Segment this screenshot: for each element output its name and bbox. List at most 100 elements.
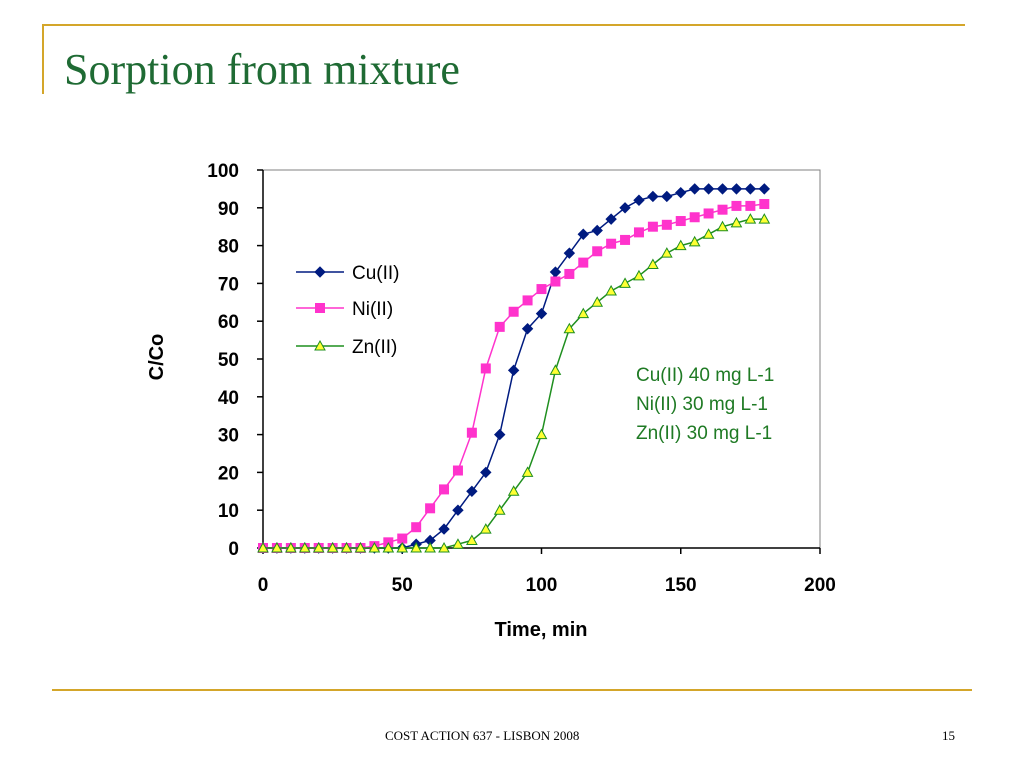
x-axis-title: Time, min [495, 619, 588, 641]
data-point-niii [397, 533, 408, 544]
data-point-znii [354, 541, 367, 553]
data-point-niii [675, 216, 686, 227]
data-point-znii [688, 235, 701, 247]
data-point-znii [605, 284, 617, 296]
data-point-znii [507, 485, 520, 496]
data-point-niii [494, 321, 505, 332]
slide-title: Sorption from mixture [64, 45, 460, 94]
data-point-znii [716, 220, 729, 232]
y-tick-label: 90 [218, 199, 239, 220]
legend-label-znii: Zn(II) [352, 337, 397, 358]
footer-text: COST ACTION 637 - LISBON 2008 [385, 728, 580, 743]
data-point-niii [661, 219, 672, 230]
data-point-znii [660, 247, 673, 258]
series-znii [257, 213, 771, 553]
data-point-znii [647, 258, 659, 269]
x-tick-label: 0 [258, 575, 269, 596]
top-accent-rule [42, 24, 965, 26]
data-point-cuii [605, 213, 617, 225]
legend-marker-cuii [314, 266, 326, 278]
legend: Cu(II) Ni(II) Zn(II) [296, 263, 400, 358]
data-point-znii [702, 228, 715, 239]
series-layer [257, 183, 771, 554]
data-point-znii [633, 269, 645, 281]
data-point-znii [591, 296, 604, 307]
data-point-niii [606, 238, 617, 249]
data-point-znii [521, 466, 534, 477]
data-point-niii [550, 276, 561, 287]
data-point-niii [731, 200, 742, 211]
y-tick-label: 100 [207, 161, 239, 182]
y-tick-label: 0 [228, 539, 239, 560]
data-point-niii [717, 204, 728, 215]
data-point-cuii [521, 323, 534, 335]
page-number: 15 [942, 728, 955, 743]
y-tick-label: 30 [218, 426, 239, 447]
data-point-cuii [633, 194, 645, 206]
data-point-cuii [438, 523, 450, 535]
data-point-niii [452, 465, 463, 476]
data-point-niii [647, 221, 658, 232]
data-point-niii [480, 363, 491, 374]
data-point-znii [410, 541, 423, 553]
data-point-cuii [563, 247, 576, 259]
data-point-cuii [688, 183, 701, 195]
y-tick-label: 50 [218, 350, 239, 371]
data-point-znii [758, 213, 771, 224]
x-tick-label: 50 [392, 575, 413, 596]
data-point-znii [326, 541, 339, 553]
y-tick-label: 40 [218, 388, 239, 409]
x-tick-label: 200 [804, 575, 836, 596]
data-point-cuii [507, 364, 520, 377]
data-point-cuii [730, 183, 743, 195]
data-point-cuii [744, 183, 757, 195]
data-point-cuii [452, 504, 464, 516]
concentration-note: Ni(II) 30 mg L-1 [636, 394, 768, 415]
y-tick-label: 20 [218, 463, 239, 484]
y-tick-label: 70 [218, 274, 239, 295]
concentration-note: Zn(II) 30 mg L-1 [636, 423, 772, 444]
legend-label-niii: Ni(II) [352, 299, 393, 320]
data-point-cuii [647, 190, 659, 203]
data-point-niii [536, 284, 547, 295]
x-tick-label: 100 [526, 575, 558, 596]
data-point-znii [493, 504, 506, 515]
data-point-znii [452, 538, 464, 549]
data-point-niii [578, 257, 589, 268]
data-point-znii [466, 534, 478, 545]
data-point-cuii [619, 202, 631, 214]
data-point-znii [674, 239, 687, 251]
data-point-niii [620, 234, 631, 245]
data-point-znii [549, 364, 562, 375]
data-point-znii [257, 541, 269, 553]
data-point-cuii [494, 428, 506, 441]
legend-label-cuii: Cu(II) [352, 263, 400, 284]
data-point-cuii [758, 183, 771, 195]
annotations: Cu(II) 40 mg L-1 Ni(II) 30 mg L-1 Zn(II) 3… [636, 365, 774, 444]
left-accent-rule [42, 24, 44, 94]
data-point-znii [730, 216, 743, 228]
axes: 0 10 20 30 40 50 60 70 80 90 100 0 50 100 150 200 [207, 161, 836, 596]
data-point-niii [592, 246, 603, 257]
data-point-znii [396, 541, 409, 553]
data-point-cuii [675, 186, 687, 199]
data-point-niii [439, 484, 450, 495]
data-point-znii [479, 523, 492, 534]
data-point-znii [340, 541, 353, 553]
data-point-znii [619, 277, 631, 288]
legend-marker-znii [314, 339, 326, 351]
data-point-cuii [702, 183, 715, 195]
data-point-znii [382, 541, 395, 553]
data-point-znii [438, 541, 450, 553]
data-point-niii [745, 200, 756, 211]
data-point-niii [633, 227, 644, 238]
data-point-cuii [661, 190, 673, 203]
data-point-znii [368, 541, 381, 553]
x-tick-label: 150 [665, 575, 697, 596]
data-point-znii [285, 541, 297, 553]
plot-area [262, 169, 821, 549]
y-tick-label: 60 [218, 312, 239, 333]
data-point-cuii [591, 224, 603, 237]
data-point-niii [703, 208, 714, 219]
